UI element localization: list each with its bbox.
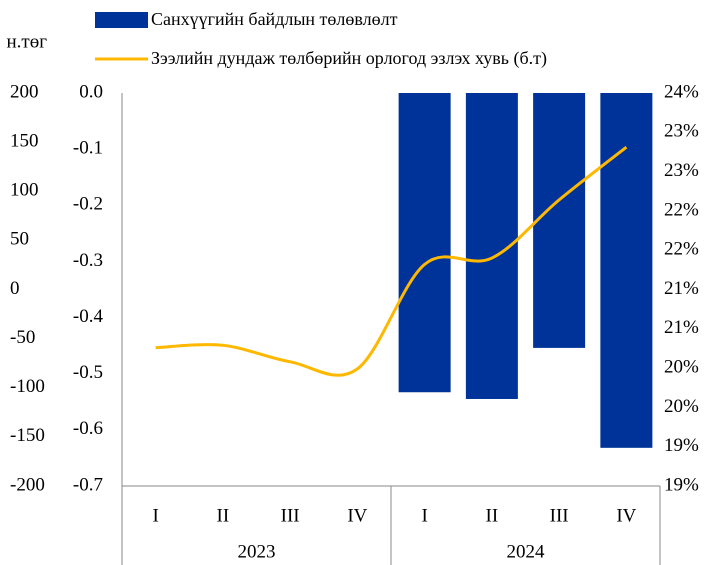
y3-tick-label: -200 xyxy=(10,474,45,495)
group-label: 2023 xyxy=(238,541,276,562)
x-tick-label: II xyxy=(217,505,230,526)
y2-tick-label: 22% xyxy=(664,239,699,260)
x-tick-label: II xyxy=(486,505,499,526)
x-tick-label: III xyxy=(550,505,569,526)
x-tick-label: I xyxy=(152,505,158,526)
y2-tick-label: 23% xyxy=(664,160,699,181)
x-tick-label: III xyxy=(281,505,300,526)
legend-label: Зээлийн дундаж төлбөрийн орлогод эзлэх х… xyxy=(151,48,547,69)
y3-tick-label: -100 xyxy=(10,376,45,397)
line xyxy=(155,146,628,377)
bar xyxy=(600,93,653,448)
y2-tick-label: 20% xyxy=(664,356,699,377)
y2-tick-label: 20% xyxy=(664,396,699,417)
y-tick-label: 0.0 xyxy=(79,81,103,102)
x-tick-label: IV xyxy=(616,505,636,526)
x-tick-label: IV xyxy=(347,505,367,526)
y3-tick-label: -150 xyxy=(10,425,45,446)
bar xyxy=(398,93,451,393)
y3-tick-label: 50 xyxy=(10,229,29,250)
y-tick-label: -0.3 xyxy=(73,250,103,271)
outer-axis-label: н.төг xyxy=(6,31,47,52)
y3-tick-label: 200 xyxy=(10,81,39,102)
y2-tick-label: 22% xyxy=(664,199,699,220)
x-tick-label: I xyxy=(421,505,427,526)
y2-tick-label: 24% xyxy=(664,81,699,102)
bar xyxy=(533,93,586,348)
y-tick-label: -0.6 xyxy=(73,418,103,439)
legend-label: Санхүүгийн байдлын төлөвлөлт xyxy=(151,9,398,29)
y2-tick-label: 19% xyxy=(664,474,699,495)
y2-tick-label: 19% xyxy=(664,435,699,456)
y3-tick-label: 150 xyxy=(10,130,39,151)
y3-tick-label: 100 xyxy=(10,180,39,201)
y2-tick-label: 21% xyxy=(664,278,699,299)
y-tick-label: -0.7 xyxy=(73,474,103,495)
y-tick-label: -0.4 xyxy=(73,306,104,327)
group-label: 2024 xyxy=(507,541,546,562)
y-tick-label: -0.1 xyxy=(73,138,103,159)
y2-tick-label: 23% xyxy=(664,121,699,142)
y2-tick-label: 21% xyxy=(664,317,699,338)
y3-tick-label: -50 xyxy=(10,327,35,348)
y-tick-label: -0.5 xyxy=(73,362,103,383)
legend-swatch xyxy=(95,12,148,28)
y-tick-label: -0.2 xyxy=(73,194,103,215)
y3-tick-label: 0 xyxy=(10,278,20,299)
